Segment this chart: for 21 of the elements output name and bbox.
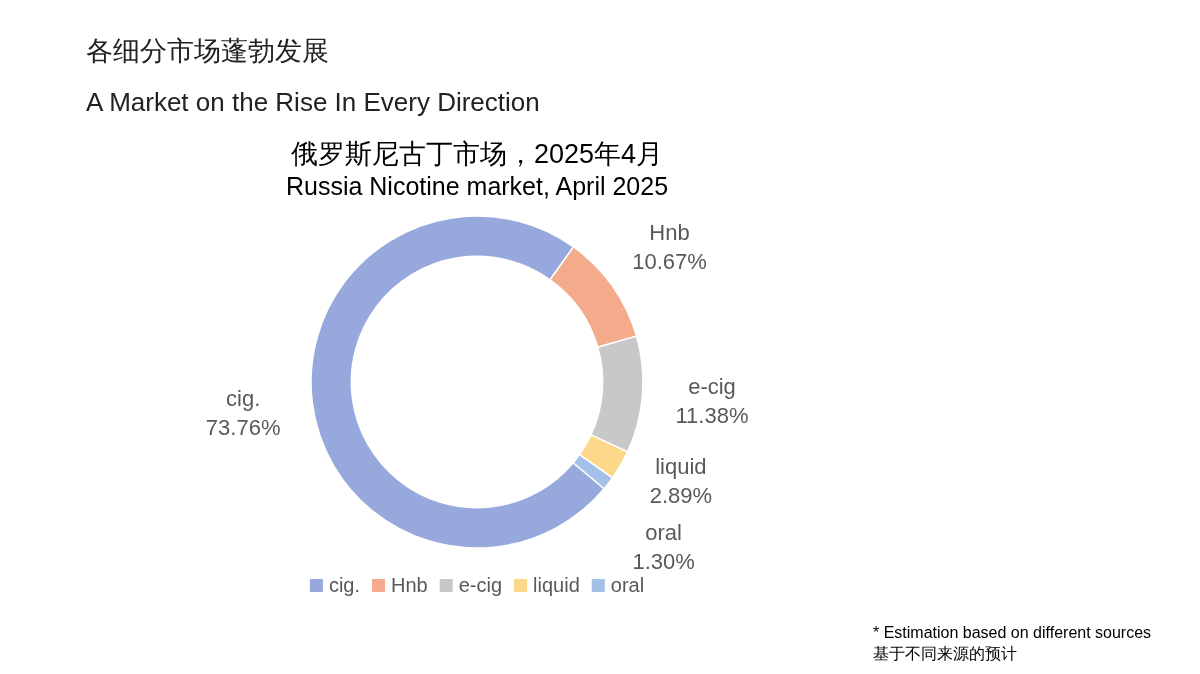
legend-label: e-cig xyxy=(458,574,503,596)
data-label: 1.30% xyxy=(632,549,695,575)
data-label: 10.67% xyxy=(632,248,707,274)
text: A Market on the Rise In Every Direction xyxy=(86,87,540,117)
slice-label: Hnb xyxy=(649,219,690,245)
legend-label: Hnb xyxy=(391,574,428,596)
chart-title: 俄罗斯尼古丁市场，2025年4月 xyxy=(290,139,664,169)
data-label: 2.89% xyxy=(649,483,713,509)
data-label: 11.38% xyxy=(675,403,749,429)
legend-label: oral xyxy=(610,574,645,596)
text: 基于不同来源的预计 xyxy=(873,645,1017,662)
text: * Estimation based on different sources xyxy=(873,624,1152,641)
chart-subtitle: Russia Nicotine market, April 2025 xyxy=(285,172,669,200)
slice-label: liquid xyxy=(655,454,707,480)
data-label: 73.76% xyxy=(205,414,281,440)
legend-label: liquid xyxy=(533,574,580,596)
slice-label: cig. xyxy=(226,385,261,411)
legend-label: cig. xyxy=(328,574,360,596)
slice-label: e-cig xyxy=(688,374,736,400)
text: 各细分市场蓬勃发展 xyxy=(86,36,329,66)
slice-label: oral xyxy=(645,520,682,546)
